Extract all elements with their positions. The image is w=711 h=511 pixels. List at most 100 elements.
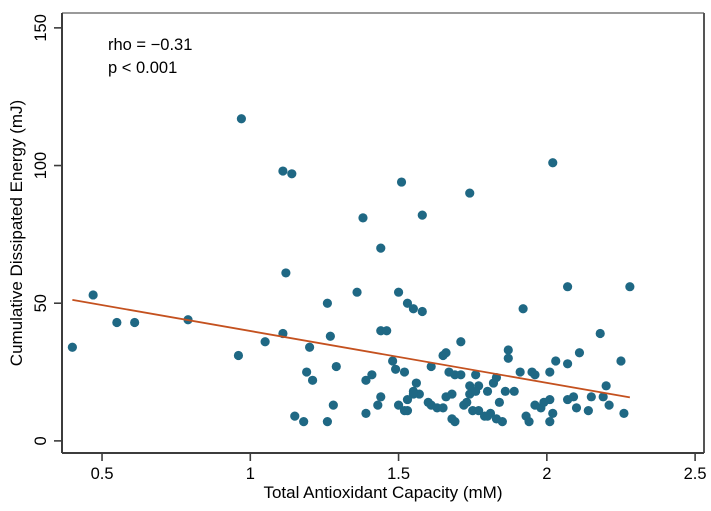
data-point — [278, 166, 288, 176]
rho-value-label: rho = −0.31 — [108, 36, 193, 54]
stats-annotation: rho = −0.31 p < 0.001 — [108, 34, 192, 80]
x-tick-label: 0.5 — [91, 465, 114, 483]
data-point — [598, 392, 608, 402]
data-point — [367, 370, 377, 380]
data-point — [388, 356, 398, 366]
x-axis-title: Total Antioxidant Capacity (mM) — [263, 483, 503, 502]
data-point — [625, 282, 635, 292]
data-point — [287, 169, 297, 179]
data-point — [465, 188, 475, 198]
data-point — [260, 337, 270, 347]
data-point — [482, 386, 493, 396]
data-point — [500, 386, 510, 396]
data-point — [518, 304, 528, 314]
data-point — [545, 417, 555, 427]
data-point — [441, 348, 451, 358]
data-point — [358, 213, 368, 223]
data-point — [382, 326, 392, 336]
data-point — [456, 337, 466, 347]
data-point — [402, 298, 413, 308]
y-tick-label: 100 — [32, 152, 50, 180]
data-point — [551, 356, 561, 366]
data-point — [616, 356, 626, 366]
data-point — [509, 386, 519, 396]
data-point — [482, 411, 493, 421]
data-point — [402, 394, 413, 405]
data-point — [411, 378, 421, 388]
x-tick-label: 1.5 — [387, 465, 410, 483]
data-point — [571, 403, 582, 413]
data-point — [545, 367, 555, 377]
data-point — [545, 394, 555, 405]
data-point — [233, 350, 244, 361]
data-point — [471, 370, 481, 380]
x-tick-label: 1 — [246, 465, 255, 483]
data-point — [373, 400, 383, 410]
x-tick-label: 2 — [542, 465, 551, 483]
data-point — [574, 348, 585, 358]
data-point — [376, 243, 386, 253]
data-point — [562, 359, 573, 369]
data-point — [299, 417, 309, 427]
data-point — [130, 317, 140, 328]
y-tick-label: 50 — [32, 294, 50, 312]
data-point — [361, 375, 371, 385]
data-point — [524, 417, 534, 427]
data-point — [465, 381, 475, 391]
data-point — [399, 367, 410, 377]
data-point — [491, 414, 502, 424]
data-point — [352, 287, 362, 297]
y-tick-label: 0 — [32, 436, 50, 445]
data-point — [112, 317, 122, 328]
data-point — [604, 400, 614, 410]
data-point — [456, 370, 466, 380]
data-point — [530, 370, 540, 380]
data-point — [462, 397, 472, 407]
data-point — [503, 353, 513, 363]
data-point — [307, 375, 318, 385]
data-point — [302, 367, 312, 377]
data-point — [586, 392, 596, 402]
y-tick-label: 150 — [32, 14, 50, 42]
data-point — [562, 282, 573, 292]
data-point — [447, 389, 457, 399]
data-point — [548, 158, 558, 168]
data-point — [361, 408, 371, 418]
data-point — [331, 361, 341, 372]
data-point — [450, 417, 460, 427]
data-point — [322, 417, 332, 427]
p-value-label: p < 0.001 — [108, 59, 178, 77]
x-tick-label: 2.5 — [684, 465, 707, 483]
data-point — [601, 381, 611, 391]
data-point — [426, 361, 436, 372]
data-point — [568, 392, 579, 402]
data-point — [471, 386, 481, 396]
data-point — [417, 210, 427, 220]
data-point — [393, 400, 404, 410]
data-point — [417, 306, 427, 317]
data-point — [474, 405, 484, 416]
data-point — [322, 298, 332, 308]
data-point — [88, 290, 98, 300]
data-point — [67, 342, 77, 352]
data-point — [281, 268, 291, 278]
data-point — [438, 403, 448, 413]
data-point — [391, 364, 401, 374]
data-point — [396, 177, 407, 187]
data-point — [325, 331, 335, 341]
y-axis-title: Cumulative Dissipated Energy (mJ) — [7, 99, 26, 367]
data-point — [619, 408, 629, 418]
data-point — [408, 389, 418, 399]
data-point — [515, 367, 525, 377]
data-point — [408, 304, 418, 314]
data-point — [503, 345, 513, 355]
data-point — [583, 405, 593, 416]
data-point — [376, 392, 386, 402]
data-point — [328, 400, 338, 410]
regression-line — [72, 299, 631, 399]
data-point — [494, 397, 504, 407]
data-point — [402, 405, 413, 416]
data-point — [595, 328, 605, 339]
